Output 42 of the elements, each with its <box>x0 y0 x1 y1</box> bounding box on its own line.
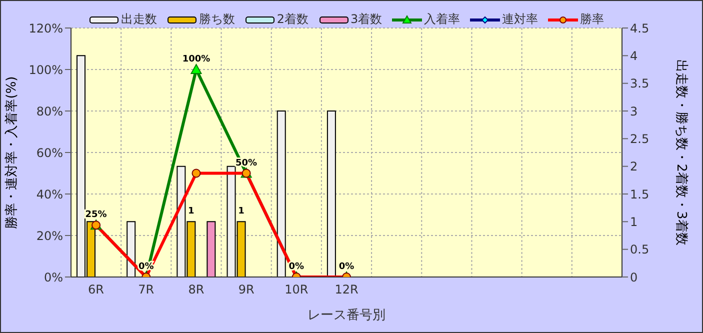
x-tick-label: 9R <box>238 282 254 297</box>
y-tick-label: 0% <box>44 270 63 284</box>
legend-label: 勝ち数 <box>198 11 235 28</box>
data-label: 25% <box>85 210 107 220</box>
legend-label: 2着数 <box>276 11 308 28</box>
y-tick-label: 40% <box>36 187 63 202</box>
legend-label: 出走数 <box>120 11 157 28</box>
bar <box>326 110 336 277</box>
y2-tick-label: 1 <box>630 214 638 229</box>
data-label: 0% <box>338 262 354 272</box>
y2-tick-label: 0 <box>630 270 638 284</box>
data-label: 100% <box>182 54 210 64</box>
y2-tick-label: 3.5 <box>630 76 650 91</box>
y2-tick-label: 2.5 <box>630 132 650 146</box>
bar <box>206 221 216 277</box>
legend-label: 連対率 <box>501 11 538 28</box>
legend-label: 勝率 <box>579 11 604 28</box>
y-tick-label: 80% <box>36 104 63 118</box>
y2-tick-label: 4.5 <box>630 21 650 36</box>
x-tick-label: 7R <box>138 282 154 297</box>
data-label: 1 <box>238 206 244 217</box>
legend-label: 入着率 <box>423 11 460 28</box>
y2-tick-label: 3 <box>630 104 638 118</box>
y-tick-label: 100% <box>28 62 63 77</box>
x-axis-title: レース番号別 <box>308 308 386 323</box>
bar <box>276 110 286 277</box>
y2-tick-label: 2 <box>630 160 638 174</box>
y-axis-title: 勝率・連対率・入着率(%) <box>4 76 20 229</box>
y-tick-label: 20% <box>36 228 63 243</box>
y2-tick-label: 4 <box>630 48 638 63</box>
y2-tick-label: 1.5 <box>630 187 650 202</box>
y2-axis-title: 出走数・勝ち数・2着数・3着数 <box>673 60 690 246</box>
legend-label: 3着数 <box>350 11 382 28</box>
x-tick-label: 6R <box>88 282 104 297</box>
y-tick-label: 120% <box>28 21 63 36</box>
x-tick-label: 8R <box>188 282 204 297</box>
bar <box>126 221 136 277</box>
x-tick-label: 12R <box>334 282 358 297</box>
y2-tick-label: 0.5 <box>630 242 650 257</box>
y-tick-label: 60% <box>36 146 63 160</box>
x-tick-label: 10R <box>284 282 308 297</box>
data-label: 1 <box>188 206 194 217</box>
